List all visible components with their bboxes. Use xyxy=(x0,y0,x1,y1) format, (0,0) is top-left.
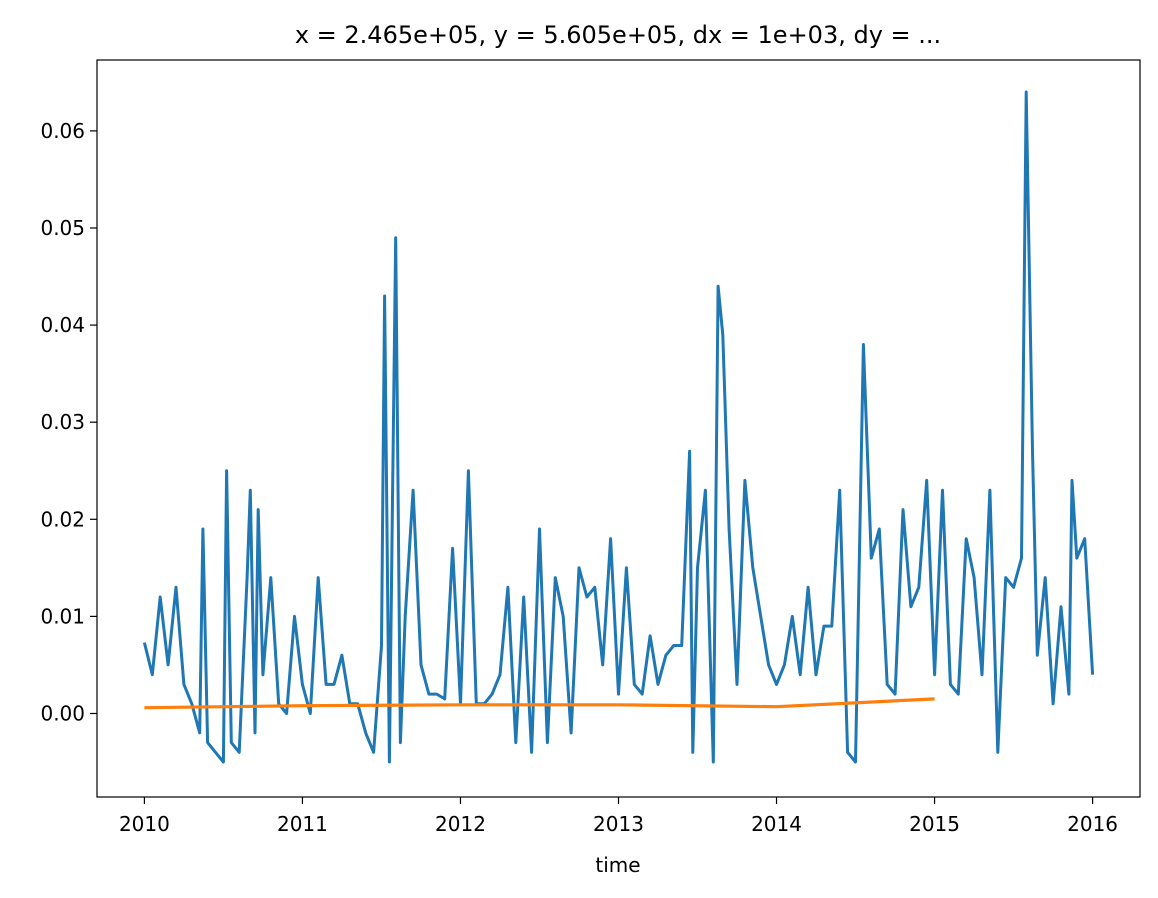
chart-title: x = 2.465e+05, y = 5.605e+05, dx = 1e+03… xyxy=(295,21,941,49)
y-tick-label: 0.01 xyxy=(40,604,85,628)
y-tick-label: 0.04 xyxy=(40,313,85,337)
x-tick-label: 2016 xyxy=(1067,812,1118,836)
x-tick-label: 2013 xyxy=(593,812,644,836)
x-tick-label: 2010 xyxy=(119,812,170,836)
y-tick-label: 0.05 xyxy=(40,216,85,240)
y-tick-label: 0.06 xyxy=(40,119,85,143)
x-axis-ticks: 2010 2011 2012 2013 2014 2015 2016 xyxy=(119,797,1118,836)
series-daily-line xyxy=(142,90,1095,764)
axes-frame xyxy=(96,59,1141,798)
y-tick-label: 0.03 xyxy=(40,410,85,434)
x-tick-label: 2015 xyxy=(909,812,960,836)
x-tick-label: 2011 xyxy=(277,812,328,836)
x-tick-label: 2012 xyxy=(435,812,486,836)
x-tick-label: 2014 xyxy=(751,812,802,836)
series-trend-line xyxy=(144,697,935,710)
plot-area xyxy=(142,90,1095,764)
y-axis-ticks: 0.00 0.01 0.02 0.03 0.04 0.05 0.06 xyxy=(40,119,97,725)
x-axis-label: time xyxy=(595,853,640,877)
y-tick-label: 0.00 xyxy=(40,701,85,725)
y-tick-label: 0.02 xyxy=(40,507,85,531)
